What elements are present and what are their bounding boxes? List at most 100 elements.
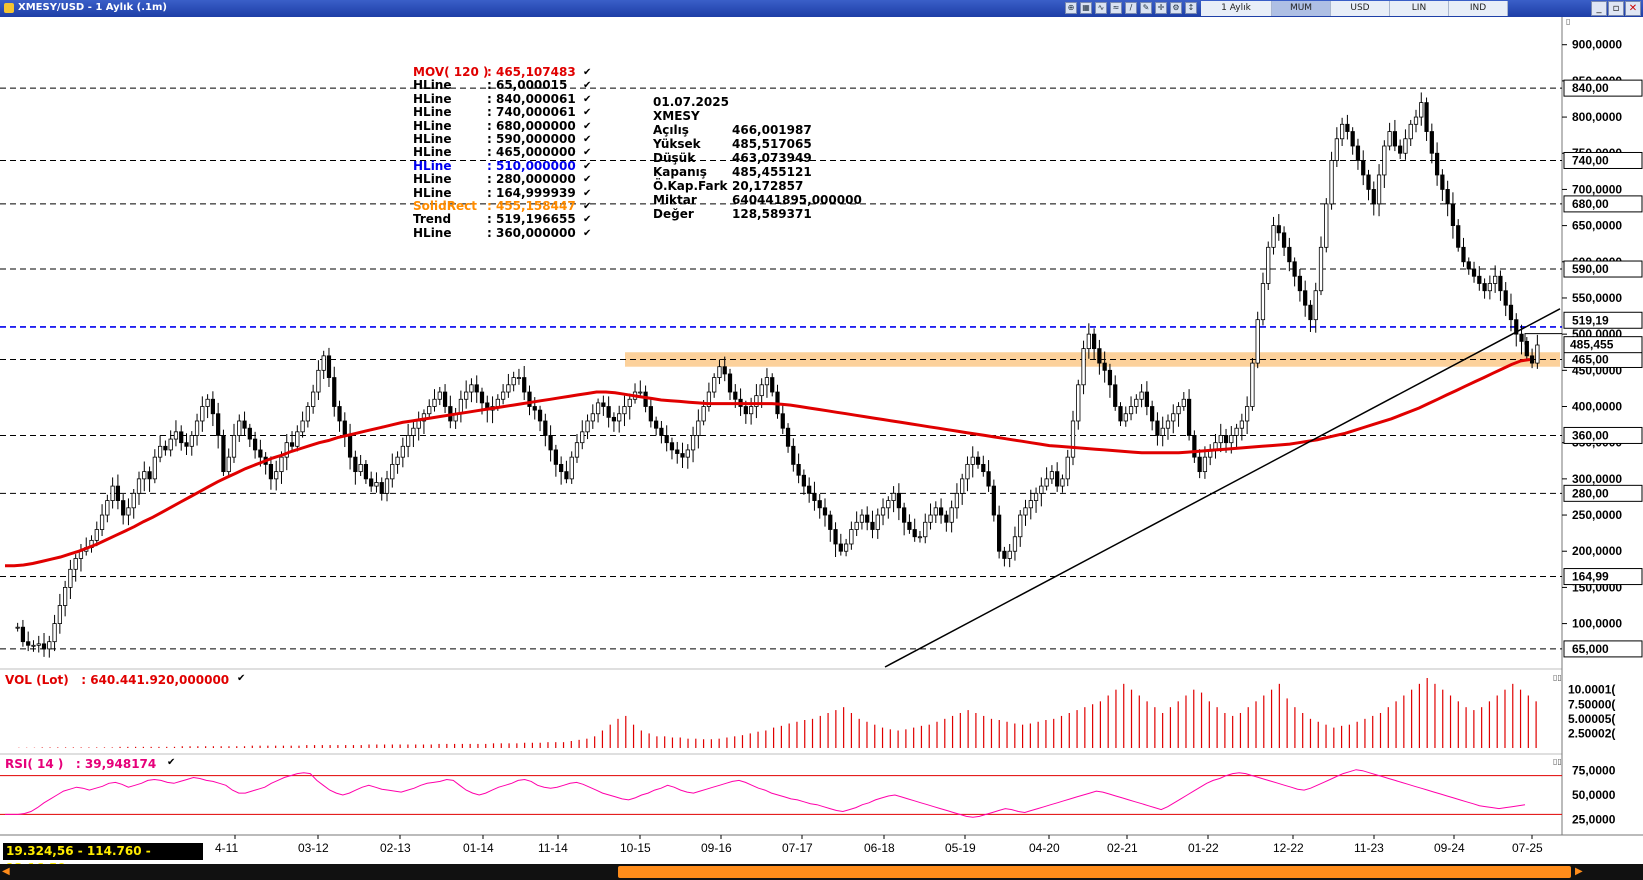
candle [743, 406, 748, 415]
candle [601, 402, 606, 407]
scale-icon[interactable]: ↕ [1185, 2, 1197, 14]
candle [954, 492, 960, 509]
info-value: 20,172857 [732, 179, 804, 193]
volume-pane-buttons-icon[interactable]: ▯▯ [1553, 673, 1562, 682]
candle [548, 435, 553, 451]
crosshair-icon[interactable]: ✛ [1155, 2, 1167, 14]
candle [194, 420, 200, 436]
close-button[interactable]: ✕ [1625, 1, 1641, 16]
candle [907, 521, 912, 530]
candle [685, 449, 690, 458]
candle [157, 445, 163, 458]
legend-check-icon[interactable]: ✔ [583, 147, 592, 159]
legend-check-icon[interactable]: ✔ [583, 160, 592, 172]
pencil-icon[interactable]: ✎ [1140, 2, 1152, 14]
legend-value: : 465,107483 [487, 65, 576, 79]
candle [1023, 507, 1028, 516]
candle [406, 435, 411, 447]
period-button[interactable]: 1 Aylık [1201, 1, 1272, 16]
settings-icon[interactable]: ⚙ [1170, 2, 1182, 14]
candle [1524, 340, 1529, 357]
candle [569, 456, 574, 480]
scroll-thumb[interactable] [618, 866, 1571, 878]
pane-restore-icon[interactable]: ▯ [1566, 17, 1571, 26]
linear-scale-button[interactable]: LIN [1390, 1, 1449, 16]
candle [1482, 283, 1487, 292]
legend-check-icon[interactable]: ✔ [583, 80, 592, 92]
legend-check-icon[interactable]: ✔ [583, 67, 592, 78]
compare-icon[interactable]: ≈ [1110, 2, 1122, 14]
legend-check-icon[interactable]: ✔ [583, 93, 592, 105]
currency-button[interactable]: USD [1331, 1, 1390, 16]
volume-tick-label: 10.0001( [1568, 683, 1615, 697]
candle [1529, 355, 1535, 364]
candle [865, 514, 870, 523]
candle [474, 384, 479, 393]
time-scrollbar[interactable]: ◀ ▶ [0, 864, 1643, 880]
candle [479, 391, 485, 404]
candle [1044, 478, 1049, 487]
legend-check-icon[interactable]: ✔ [583, 227, 592, 239]
volume-check-icon[interactable]: ✔ [237, 673, 246, 684]
candle [110, 485, 115, 501]
candle [173, 431, 179, 440]
price-tick-label: 700,0000 [1572, 182, 1622, 196]
rsi-pane-buttons-icon[interactable]: ▯▯ [1553, 757, 1562, 766]
minimize-button[interactable]: _ [1591, 1, 1607, 16]
legend-check-icon[interactable]: ✔ [583, 120, 592, 132]
draw-line-icon[interactable]: / [1125, 2, 1137, 14]
candle-mode-button[interactable]: MUM [1272, 1, 1331, 16]
candle [843, 543, 849, 552]
rsi-line [5, 769, 1526, 818]
legend-check-icon[interactable]: ✔ [583, 174, 592, 186]
candle [1039, 485, 1044, 494]
candle [1303, 290, 1308, 306]
scroll-left-icon[interactable]: ◀ [2, 866, 10, 877]
legend-name: SolidRect [413, 198, 477, 213]
price-tick-label: 300,0000 [1572, 472, 1622, 486]
legend-check-icon[interactable]: ✔ [583, 214, 592, 226]
candle [506, 384, 511, 393]
legend-check-icon[interactable]: ✔ [583, 107, 592, 119]
rsi-check-icon[interactable]: ✔ [167, 757, 176, 768]
maximize-button[interactable]: ▫ [1608, 1, 1624, 16]
hline-tag [1563, 79, 1643, 97]
candle [353, 456, 358, 473]
hline-tag [1563, 260, 1643, 278]
legend-check-icon[interactable]: ✔ [583, 133, 592, 145]
candle [437, 391, 442, 400]
zoom-icon[interactable]: ⊕ [1065, 2, 1077, 14]
candle [105, 500, 110, 516]
indicators-button[interactable]: IND [1449, 1, 1508, 16]
candle [221, 435, 226, 473]
candle [1007, 550, 1012, 559]
candle [522, 377, 527, 393]
legend-check-icon[interactable]: ✔ [583, 200, 592, 212]
candle [1413, 116, 1419, 125]
candle [706, 391, 712, 407]
candle [1355, 145, 1361, 161]
rsi-label: RSI( 14 ) : 39,948174 ✔ [5, 757, 176, 771]
candle [1329, 160, 1334, 205]
info-value: 485,455121 [732, 165, 812, 179]
legend-check-icon[interactable]: ✔ [583, 187, 592, 199]
info-value: 463,073949 [732, 151, 812, 165]
hline-tag-label: 280,00 [1572, 486, 1609, 500]
layout-icon[interactable]: ▦ [1080, 2, 1092, 14]
time-tick-label: 11-23 [1354, 841, 1384, 855]
legend-name: HLine [413, 105, 452, 120]
candle [944, 514, 949, 523]
candle [1234, 427, 1239, 436]
legend-name: HLine [413, 78, 452, 93]
candle [527, 391, 532, 407]
candle [917, 536, 923, 539]
candle [311, 391, 316, 407]
candle [669, 442, 675, 451]
chart-area[interactable]: 10.0001(7.50000(5.00005(2.50002( 75,0000… [0, 17, 1643, 864]
candle [780, 413, 785, 429]
scroll-right-icon[interactable]: ▶ [1575, 866, 1583, 877]
chart-type-icon[interactable]: ∿ [1095, 2, 1107, 14]
time-tick-label: 05-19 [945, 841, 976, 855]
candle [1097, 348, 1102, 364]
